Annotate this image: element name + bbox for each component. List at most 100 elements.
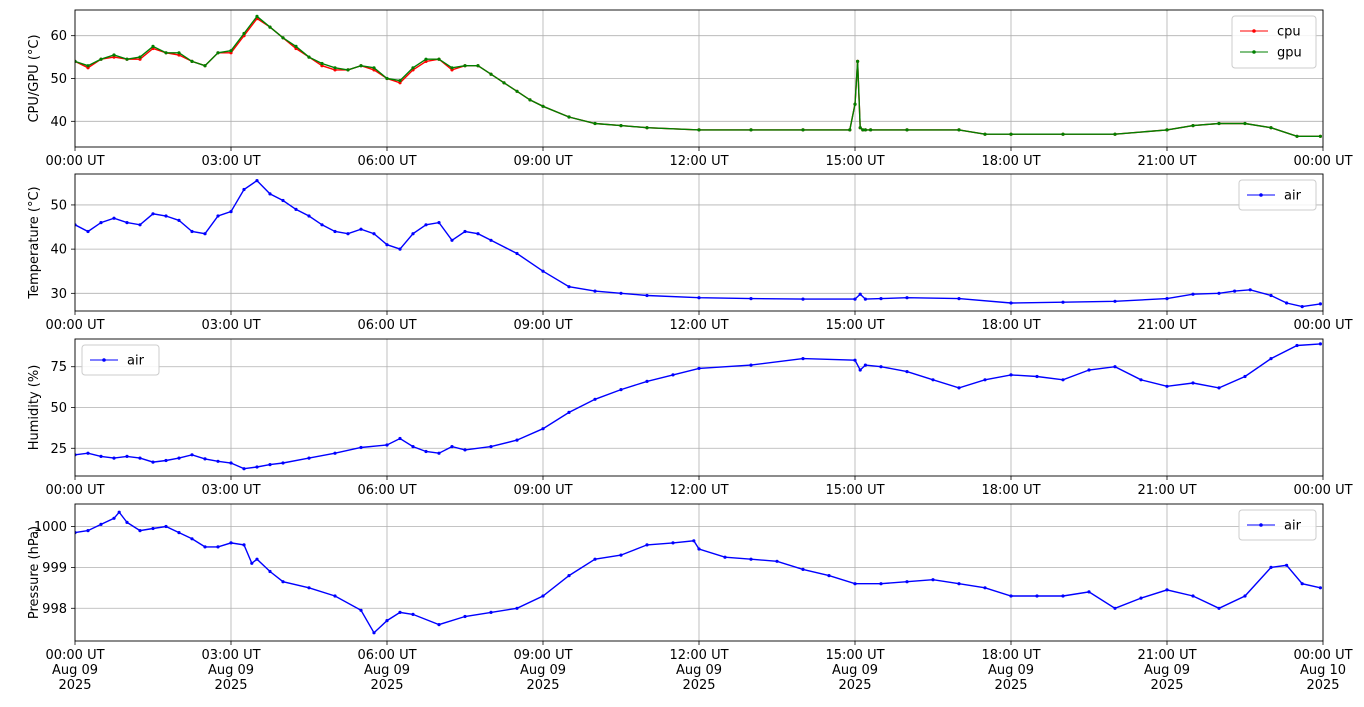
x-tick-label-line: 06:00 UT xyxy=(357,318,416,333)
data-point xyxy=(151,44,155,49)
data-point xyxy=(372,631,376,635)
data-point xyxy=(333,594,337,598)
data-point xyxy=(250,561,254,565)
data-point xyxy=(853,358,857,362)
data-point xyxy=(1318,342,1322,346)
x-tick-label: 06:00 UT xyxy=(357,318,416,333)
y-tick-label: 999 xyxy=(42,561,67,576)
data-point xyxy=(255,465,259,469)
data-point xyxy=(567,410,571,414)
y-tick-label: 40 xyxy=(50,243,67,258)
data-point xyxy=(229,49,233,53)
x-tick-label: 18:00 UT xyxy=(981,318,1040,333)
x-tick-label: 00:00 UT xyxy=(1293,483,1352,498)
x-tick-label-line: 15:00 UT xyxy=(825,483,884,498)
data-point xyxy=(125,57,129,61)
series-cpu xyxy=(75,17,1322,138)
data-point xyxy=(255,179,259,183)
data-point xyxy=(398,436,402,441)
data-point xyxy=(385,619,389,623)
x-tick-label: 12:00 UT xyxy=(669,483,728,498)
data-point xyxy=(723,555,727,559)
data-point xyxy=(593,289,597,293)
data-point xyxy=(749,363,753,367)
data-point xyxy=(359,608,363,612)
data-point xyxy=(931,578,935,582)
series-line-air xyxy=(75,343,1321,470)
legend-label: gpu xyxy=(1277,46,1302,61)
data-point xyxy=(1318,302,1322,306)
data-point xyxy=(177,51,181,55)
x-tick-label: 21:00 UT xyxy=(1137,483,1196,498)
data-point xyxy=(1217,606,1221,610)
data-point xyxy=(242,31,246,36)
plot-frame xyxy=(74,338,1324,477)
data-point xyxy=(86,451,90,455)
data-point xyxy=(177,456,181,460)
data-point xyxy=(307,586,311,590)
x-tick-label: 09:00 UT xyxy=(513,154,572,169)
data-point xyxy=(1165,384,1169,388)
data-point xyxy=(515,89,519,93)
data-point xyxy=(528,98,532,102)
x-tick-label: 03:00 UT xyxy=(201,318,260,333)
series-line-air xyxy=(75,179,1321,308)
y-tick-label: 75 xyxy=(50,360,67,375)
data-point xyxy=(515,606,519,610)
data-point xyxy=(138,456,142,460)
data-point xyxy=(437,221,441,225)
data-point xyxy=(869,128,873,132)
y-axis-label: CPU/GPU (°C) xyxy=(27,34,42,122)
x-tick-label-line: 21:00 UT xyxy=(1137,318,1196,333)
data-point xyxy=(1300,582,1304,586)
data-point xyxy=(411,232,415,236)
data-point xyxy=(398,247,402,251)
x-tick-label: 12:00 UT xyxy=(669,154,728,169)
data-point xyxy=(203,232,207,236)
data-point xyxy=(216,545,220,549)
data-point xyxy=(863,128,868,132)
legend-label: air xyxy=(1284,189,1302,204)
data-point xyxy=(1113,132,1117,136)
x-tick-label-line: Aug 09 xyxy=(988,663,1034,678)
series-gpu xyxy=(75,14,1322,138)
data-point xyxy=(411,445,415,449)
legend-box xyxy=(1231,15,1317,69)
x-tick-label-line: 2025 xyxy=(58,678,91,693)
x-tick-label-line: 06:00 UT xyxy=(357,483,416,498)
legend-swatch-marker xyxy=(1259,523,1263,527)
legend-box xyxy=(1238,179,1317,211)
data-point xyxy=(853,102,857,106)
data-point xyxy=(307,214,311,218)
data-point xyxy=(112,53,116,57)
data-point xyxy=(856,59,860,64)
data-point xyxy=(99,221,103,225)
data-point xyxy=(294,44,298,49)
legend-swatch-marker xyxy=(102,358,106,362)
x-tick-label-line: 12:00 UT xyxy=(669,483,728,498)
x-tick-label-line: 15:00 UT xyxy=(825,154,884,169)
data-point xyxy=(424,59,428,64)
legend-swatch-marker xyxy=(1252,29,1256,33)
data-point xyxy=(567,574,571,578)
data-point xyxy=(398,81,402,85)
data-point xyxy=(619,124,623,128)
data-point xyxy=(861,128,865,132)
x-tick-label: 03:00 UT xyxy=(201,154,260,169)
x-tick-label: 12:00 UT Aug 09 2025 xyxy=(669,648,728,693)
data-point xyxy=(307,456,311,460)
y-tick-label: 50 xyxy=(50,72,67,87)
data-point xyxy=(268,192,272,196)
data-point xyxy=(931,378,935,382)
data-point xyxy=(333,66,337,70)
data-point xyxy=(138,223,142,227)
data-point xyxy=(983,586,987,590)
data-point xyxy=(359,445,363,450)
data-point xyxy=(117,510,121,514)
x-tick-label: 00:00 UT xyxy=(1293,154,1352,169)
data-point xyxy=(476,64,480,68)
data-point xyxy=(411,66,415,70)
legend: air xyxy=(81,344,160,376)
x-tick-label: 12:00 UT xyxy=(669,318,728,333)
data-point xyxy=(858,292,862,296)
